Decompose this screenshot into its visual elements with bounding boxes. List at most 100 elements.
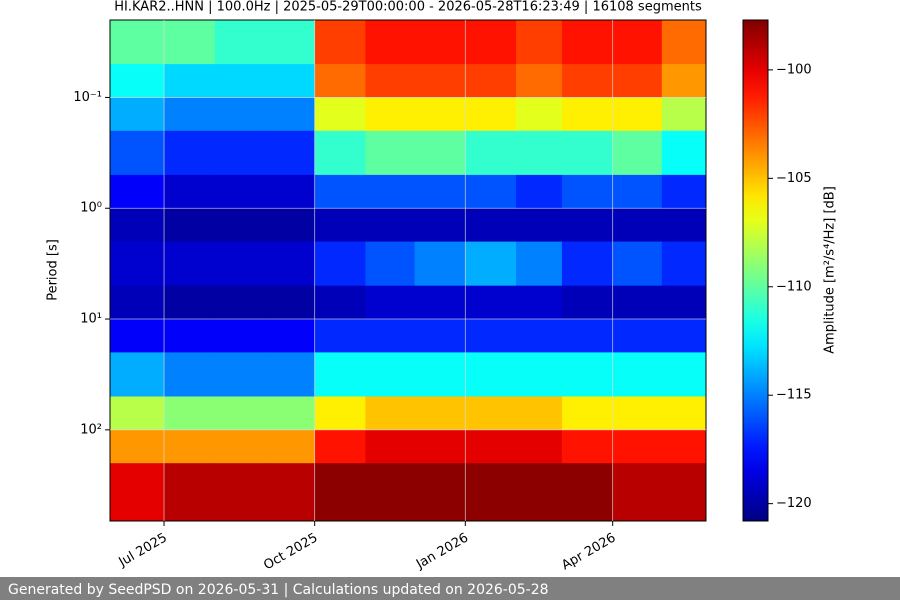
footer-bar [0,577,900,600]
cell [661,174,707,209]
cell [110,241,165,287]
cell [516,463,563,522]
cell [365,241,416,287]
cell [516,208,563,243]
cell [516,396,563,431]
cell [110,463,165,522]
cell [561,130,614,176]
cell [110,352,165,397]
x-tick-label: Apr 2026 [559,531,618,574]
cell [465,97,517,132]
cell [661,396,707,431]
cell [561,241,614,287]
cell [516,130,563,176]
cell [164,64,216,98]
cell [465,208,517,243]
colorbar-label: Amplitude [m²/s⁴/Hz] [dB] [823,186,838,354]
cell [214,285,267,320]
cell [110,174,165,209]
cell [314,319,366,353]
cell [414,463,466,522]
cell [561,174,614,209]
cell [561,352,614,397]
plot-frame [109,19,707,522]
cell [612,396,663,431]
cell [365,285,416,320]
colorbar-tick-label: −110 [776,279,812,294]
cell [314,20,366,65]
cell [561,20,614,65]
cell [314,241,366,287]
cell [214,130,267,176]
cell [365,396,416,431]
cell [661,463,707,522]
y-tick-label: 10⁰ [80,201,102,216]
cell [265,97,316,132]
cell [265,64,316,98]
cell [214,241,267,287]
cell [265,241,316,287]
cell [414,208,466,243]
colorbar-tick-label: −100 [776,62,812,77]
cell [214,319,267,353]
cell [661,130,707,176]
cell [661,241,707,287]
cell [214,463,267,522]
cell [365,429,416,464]
cell [265,130,316,176]
cell [465,463,517,522]
cell [612,463,663,522]
cell [561,319,614,353]
cell [214,97,267,132]
cell [414,64,466,98]
cell [265,20,316,65]
cell [516,285,563,320]
cell [164,130,216,176]
cell [414,130,466,176]
cell [164,319,216,353]
cell [265,463,316,522]
y-tick-label: 10¹ [80,312,102,327]
colorbar [742,19,769,522]
cell [661,429,707,464]
cell [561,463,614,522]
cell [516,319,563,353]
cell [465,241,517,287]
cell [465,429,517,464]
cell [612,319,663,353]
cell [661,319,707,353]
cell [465,20,517,65]
cell [214,429,267,464]
cell [465,174,517,209]
cell [110,319,165,353]
cell [314,352,366,397]
cell [314,64,366,98]
y-tick-label: 10⁻¹ [73,90,102,105]
cell [365,130,416,176]
cell [164,241,216,287]
footer: Generated by SeedPSD on 2026-05-31 | Cal… [0,577,900,600]
cell [365,463,416,522]
cell [612,285,663,320]
cell [465,64,517,98]
cell [214,352,267,397]
colorbar-tick-label: −120 [776,496,812,511]
x-tick-label: Jul 2025 [116,531,170,571]
cell [164,20,216,65]
cell [214,396,267,431]
cell [265,208,316,243]
cell [214,64,267,98]
cell [265,319,316,353]
cell [612,208,663,243]
cell [164,174,216,209]
cell [465,319,517,353]
cell [110,396,165,431]
cell [164,396,216,431]
cell [110,285,165,320]
cell [414,429,466,464]
cell [110,20,165,65]
cell [314,174,366,209]
cell [414,396,466,431]
cell [414,174,466,209]
